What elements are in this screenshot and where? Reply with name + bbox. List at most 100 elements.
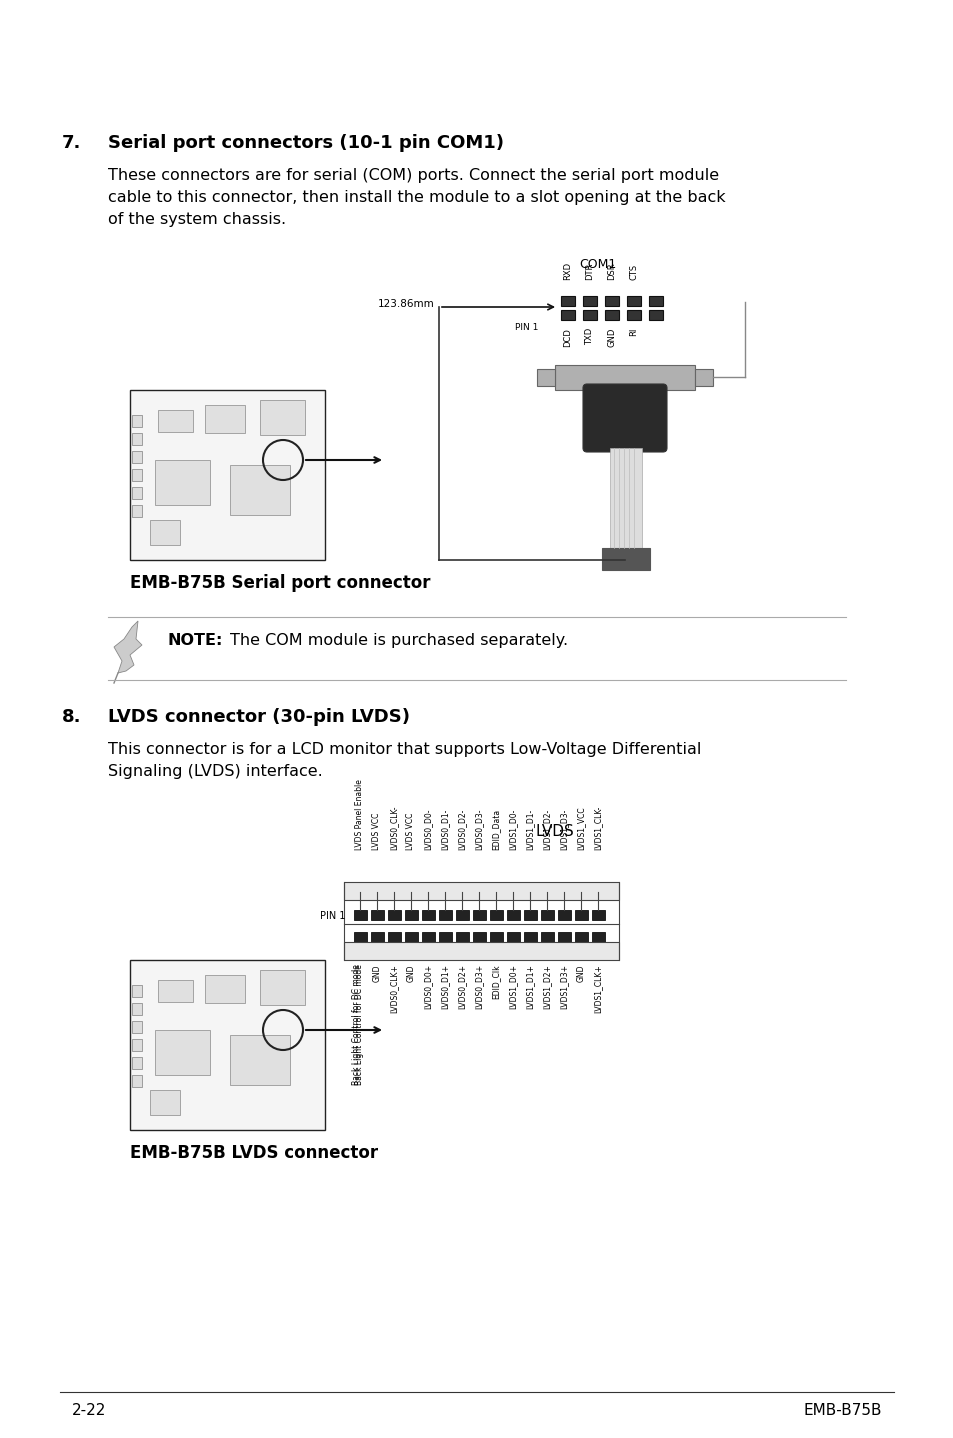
Bar	[130, 390, 325, 559]
Text: of the system chassis.: of the system chassis.	[108, 211, 286, 227]
Bar	[388, 932, 400, 942]
Bar	[205, 406, 245, 433]
Bar	[132, 1040, 142, 1051]
Text: LVDS1_D1+: LVDS1_D1+	[525, 963, 534, 1009]
Bar	[132, 416, 142, 427]
Bar	[344, 881, 618, 900]
Bar	[421, 910, 435, 920]
Bar	[560, 296, 575, 306]
Text: GND: GND	[372, 963, 381, 982]
Bar	[456, 910, 469, 920]
Text: LVDS1_D2-: LVDS1_D2-	[542, 808, 551, 850]
Bar	[648, 296, 662, 306]
Text: Signaling (LVDS) interface.: Signaling (LVDS) interface.	[108, 764, 322, 779]
Text: LVDS1_D3+: LVDS1_D3+	[558, 963, 568, 1009]
Bar	[506, 910, 519, 920]
Bar	[592, 932, 604, 942]
Text: EMB-B75B: EMB-B75B	[802, 1403, 882, 1418]
Bar	[558, 932, 571, 942]
Bar	[609, 449, 641, 548]
Bar	[555, 365, 695, 390]
Text: EDID_Clk: EDID_Clk	[491, 963, 500, 998]
Text: DCD: DCD	[563, 328, 572, 347]
Text: LVDS1_D3-: LVDS1_D3-	[558, 808, 568, 850]
Bar	[695, 370, 712, 385]
Bar	[490, 932, 502, 942]
Bar	[473, 910, 485, 920]
Text: LVDS1_D0-: LVDS1_D0-	[508, 808, 517, 850]
Text: GND: GND	[607, 328, 616, 348]
Text: LVDS1_CLK-: LVDS1_CLK-	[593, 805, 602, 850]
Text: LVDS0_D3-: LVDS0_D3-	[474, 808, 483, 850]
Text: The COM module is purchased separately.: The COM module is purchased separately.	[230, 633, 568, 649]
Text: LVDS: LVDS	[535, 824, 574, 838]
Bar	[158, 981, 193, 1002]
Bar	[540, 932, 554, 942]
FancyBboxPatch shape	[582, 384, 666, 452]
Text: LVDS VCC: LVDS VCC	[372, 812, 381, 850]
Bar	[132, 433, 142, 444]
Bar	[473, 932, 485, 942]
Bar	[132, 1076, 142, 1087]
Bar	[506, 932, 519, 942]
Text: LVDS0_D0+: LVDS0_D0+	[423, 963, 432, 1009]
Text: This connector is for a LCD monitor that supports Low-Voltage Differential: This connector is for a LCD monitor that…	[108, 742, 700, 756]
Text: 8.: 8.	[62, 707, 81, 726]
Bar	[150, 521, 180, 545]
Bar	[230, 1035, 290, 1086]
Bar	[438, 910, 452, 920]
Bar	[388, 910, 400, 920]
Text: LVDS1_VCC: LVDS1_VCC	[576, 807, 585, 850]
Bar	[626, 311, 640, 321]
Text: DSR: DSR	[607, 262, 616, 280]
Bar	[582, 296, 597, 306]
Bar	[523, 910, 537, 920]
Bar	[604, 311, 618, 321]
Text: LVDS1_D0+: LVDS1_D0+	[508, 963, 517, 1009]
Bar	[592, 910, 604, 920]
Bar	[132, 487, 142, 499]
Bar	[132, 1057, 142, 1068]
Bar	[260, 971, 305, 1005]
Bar	[490, 910, 502, 920]
Bar	[132, 452, 142, 463]
Text: Back Light Control for DC mode: Back Light Control for DC mode	[352, 963, 361, 1084]
Text: LVDS1_CLK+: LVDS1_CLK+	[593, 963, 602, 1012]
Bar	[405, 910, 417, 920]
Text: GND: GND	[576, 963, 585, 982]
Bar	[132, 985, 142, 997]
Text: LVDS0_CLK+: LVDS0_CLK+	[389, 963, 398, 1012]
Bar	[648, 311, 662, 321]
Text: LVDS1_D1-: LVDS1_D1-	[525, 808, 534, 850]
Text: COM1: COM1	[578, 257, 616, 270]
Text: 123.86mm: 123.86mm	[377, 299, 435, 309]
Bar	[230, 464, 290, 515]
Text: LVDS Panel Enable: LVDS Panel Enable	[355, 779, 364, 850]
Text: LVDS0_D1+: LVDS0_D1+	[440, 963, 449, 1009]
Bar	[601, 548, 649, 569]
Bar	[582, 311, 597, 321]
Bar	[354, 932, 367, 942]
Bar	[626, 296, 640, 306]
Text: 2-22: 2-22	[71, 1403, 107, 1418]
Text: CTS: CTS	[629, 265, 638, 280]
Bar	[130, 961, 325, 1130]
Text: TXD: TXD	[585, 328, 594, 345]
Text: PIN 1: PIN 1	[320, 912, 346, 920]
Text: These connectors are for serial (COM) ports. Connect the serial port module: These connectors are for serial (COM) po…	[108, 168, 719, 183]
Text: LVDS0_D1-: LVDS0_D1-	[440, 808, 449, 850]
Polygon shape	[113, 621, 142, 673]
Bar	[540, 910, 554, 920]
Bar	[604, 296, 618, 306]
Text: 7.: 7.	[62, 134, 81, 152]
Bar	[405, 932, 417, 942]
Text: cable to this connector, then install the module to a slot opening at the back: cable to this connector, then install th…	[108, 190, 725, 206]
Bar	[158, 410, 193, 431]
Bar	[132, 505, 142, 518]
Text: GND: GND	[406, 963, 416, 982]
Text: DTR: DTR	[585, 263, 594, 280]
Text: NOTE:: NOTE:	[168, 633, 223, 649]
Bar	[150, 1090, 180, 1114]
Bar	[132, 1002, 142, 1015]
Text: Serial port connectors (10-1 pin COM1): Serial port connectors (10-1 pin COM1)	[108, 134, 503, 152]
